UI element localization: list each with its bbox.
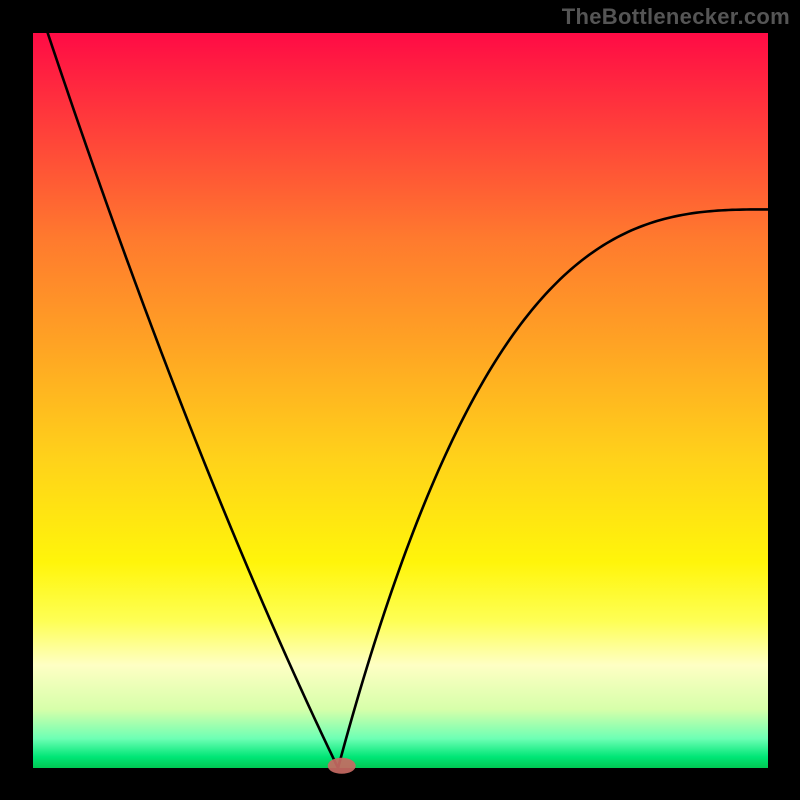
optimum-marker — [328, 758, 356, 774]
bottleneck-chart — [0, 0, 800, 800]
plot-background — [33, 33, 768, 768]
chart-stage: TheBottlenecker.com — [0, 0, 800, 800]
